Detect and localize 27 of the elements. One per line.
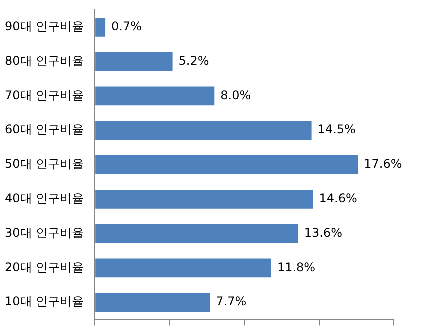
data-label: 17.6% — [364, 157, 402, 172]
data-label: 14.5% — [318, 122, 356, 137]
y-tick-label: 50대 인구비율 — [4, 157, 84, 172]
y-tick-label: 10대 인구비율 — [4, 294, 84, 309]
data-label: 13.6% — [304, 226, 342, 240]
bar — [96, 86, 215, 106]
y-tick-label: 20대 인구비율 — [4, 260, 84, 274]
bar — [96, 52, 173, 72]
y-tick-label: 40대 인구비율 — [4, 192, 84, 206]
y-tick-label: 90대 인구비율 — [4, 20, 84, 34]
data-label: 0.7% — [112, 20, 142, 34]
data-label: 5.2% — [178, 54, 210, 68]
data-label: 11.8% — [277, 260, 316, 274]
bar — [96, 293, 210, 312]
bar — [96, 121, 312, 140]
bar — [96, 18, 106, 37]
y-tick-label: 30대 인구비율 — [4, 226, 84, 240]
bar — [96, 258, 272, 278]
data-label: 7.7% — [216, 294, 247, 309]
y-tick-label: 80대 인구비율 — [4, 54, 84, 68]
y-tick-label: 60대 인구비율 — [4, 122, 84, 137]
data-label: 8.0% — [220, 88, 252, 102]
bar — [96, 190, 314, 209]
bar — [96, 156, 358, 174]
y-tick-label: 70대 인구비율 — [4, 88, 84, 102]
bar — [96, 224, 298, 244]
data-label: 14.6% — [319, 192, 358, 206]
